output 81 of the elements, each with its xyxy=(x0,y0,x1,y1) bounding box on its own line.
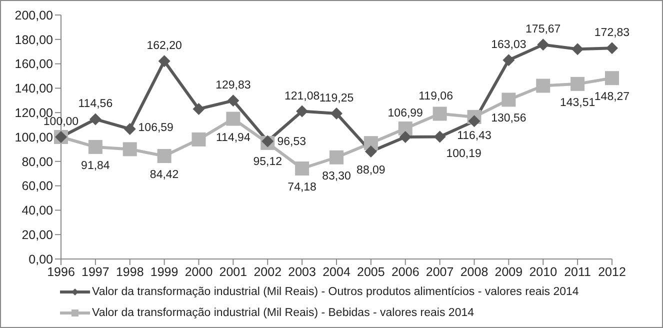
point xyxy=(330,108,342,120)
data-label: 88,09 xyxy=(356,164,386,177)
legend-label: Valor da transformação industrial (Mil Reais) - Outros produtos alimentícios - valores reais 2014 xyxy=(92,286,579,298)
data-label: 95,12 xyxy=(253,156,282,168)
point xyxy=(502,92,516,107)
x-tick-label: 2011 xyxy=(564,264,592,279)
point xyxy=(157,149,172,164)
point xyxy=(434,130,446,143)
x-tick-label: 2007 xyxy=(426,264,454,279)
x-tick-label: 2009 xyxy=(494,264,523,279)
x-tick-label: 1997 xyxy=(82,264,110,279)
point xyxy=(122,142,137,156)
x-tick-label: 2010 xyxy=(529,264,558,279)
point xyxy=(89,113,102,126)
data-label: 172,83 xyxy=(594,27,630,40)
point xyxy=(572,43,584,56)
x-tick-label: 2003 xyxy=(288,264,316,279)
point xyxy=(399,131,412,143)
x-tick-label: 2001 xyxy=(219,264,248,279)
point xyxy=(364,146,377,158)
x-tick-label: 1996 xyxy=(47,264,75,279)
point xyxy=(432,106,447,121)
point xyxy=(158,55,170,68)
x-tick-label: 2008 xyxy=(460,264,488,279)
point xyxy=(124,122,136,135)
y-tick-label: 80,00 xyxy=(22,154,54,169)
y-tick-label: 140,00 xyxy=(14,82,54,96)
point xyxy=(330,150,344,164)
x-tick-label: 1998 xyxy=(116,264,144,279)
data-label: 114,94 xyxy=(216,132,251,144)
point xyxy=(296,105,308,118)
y-tick-label: 180,00 xyxy=(14,32,54,47)
point xyxy=(502,54,515,66)
x-tick-label: 2012 xyxy=(598,264,626,279)
point xyxy=(295,162,310,176)
point xyxy=(570,76,585,91)
y-tick-label: 60,00 xyxy=(22,179,54,194)
point xyxy=(227,94,240,107)
y-tick-label: 0,00 xyxy=(28,252,54,266)
x-tick-label: 2004 xyxy=(322,264,350,279)
data-label: 84,42 xyxy=(150,169,179,182)
y-tick-label: 20,00 xyxy=(22,228,54,242)
point xyxy=(605,71,619,86)
data-label: 119,25 xyxy=(319,92,354,105)
data-label: 114,56 xyxy=(78,98,113,110)
legend-label: Valor da transformação industrial (Mil Reais) - Bebidas - valores reais 2014 xyxy=(92,306,474,318)
point xyxy=(262,135,274,148)
point xyxy=(536,78,550,93)
x-tick-label: 2002 xyxy=(254,264,282,279)
data-label: 106,59 xyxy=(138,122,174,134)
data-label: 121,08 xyxy=(284,90,320,102)
data-label: 163,03 xyxy=(491,39,526,52)
data-label: 74,18 xyxy=(288,182,316,194)
data-label: 175,67 xyxy=(526,24,561,36)
x-tick-label: 2006 xyxy=(391,264,420,279)
data-label: 83,30 xyxy=(322,170,351,182)
data-label: 119,06 xyxy=(418,90,453,103)
data-label: 162,20 xyxy=(146,40,182,52)
data-label: 129,83 xyxy=(216,80,251,92)
point xyxy=(192,102,205,115)
x-tick-label: 2005 xyxy=(357,264,385,279)
y-tick-label: 160,00 xyxy=(14,57,54,72)
data-label: 148,27 xyxy=(594,91,630,104)
data-label: 130,56 xyxy=(491,112,526,125)
y-tick-label: 200,00 xyxy=(14,8,54,22)
point xyxy=(606,42,618,54)
data-label: 91,84 xyxy=(81,160,110,172)
x-tick-label: 1999 xyxy=(150,264,178,279)
data-label: 116,43 xyxy=(457,130,492,142)
x-tick-label: 2000 xyxy=(184,264,213,279)
data-label: 106,99 xyxy=(388,107,423,120)
y-tick-label: 100,00 xyxy=(14,130,54,144)
data-label: 100,19 xyxy=(446,148,482,160)
point xyxy=(468,115,480,128)
data-label: 96,53 xyxy=(277,136,306,148)
data-label: 143,51 xyxy=(560,96,596,109)
point xyxy=(88,140,102,154)
point xyxy=(192,132,206,146)
y-tick-label: 40,00 xyxy=(22,204,54,218)
point xyxy=(226,112,240,126)
point xyxy=(537,38,550,51)
